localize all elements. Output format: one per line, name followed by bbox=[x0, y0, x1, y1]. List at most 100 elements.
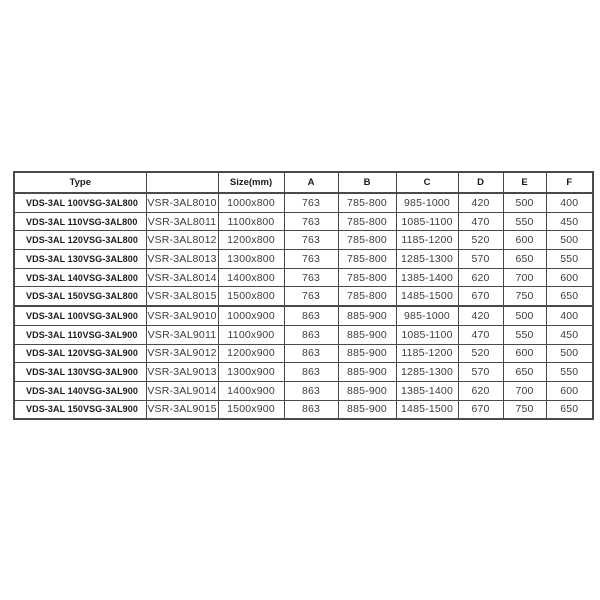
type-labels: VDS-3AL 130 VSG-3AL900 bbox=[15, 367, 145, 378]
header-dim-d: D bbox=[457, 171, 504, 194]
vsg-model-label: VSG-3AL800 bbox=[82, 197, 138, 208]
cell-dim-d: 670 bbox=[457, 286, 504, 307]
cell-dim-c: 1385-1400 bbox=[395, 380, 459, 401]
cell-dim-c: 1485-1500 bbox=[395, 399, 459, 420]
table-row: VDS-3AL 110 VSG-3AL900 VSR-3AL9011 1100x900… bbox=[13, 324, 594, 345]
vds-model-label: VDS-3AL 130 bbox=[26, 367, 83, 378]
table-row: VDS-3AL 140 VSG-3AL900 VSR-3AL9014 1400x900… bbox=[13, 380, 594, 401]
cell-size: 1200x900 bbox=[217, 343, 285, 364]
header-model bbox=[145, 171, 219, 194]
cell-model-vsr: VSR-3AL8014 bbox=[145, 267, 219, 288]
cell-type: VDS-3AL 120 VSG-3AL800 bbox=[13, 230, 147, 251]
cell-dim-d: 520 bbox=[457, 343, 504, 364]
cell-dim-a: 863 bbox=[283, 324, 339, 345]
cell-model-vsr: VSR-3AL9010 bbox=[145, 305, 219, 326]
cell-model-vsr: VSR-3AL8013 bbox=[145, 249, 219, 269]
cell-dim-d: 420 bbox=[457, 192, 504, 213]
cell-dim-d: 620 bbox=[457, 267, 504, 288]
cell-dim-a: 763 bbox=[283, 192, 339, 213]
cell-dim-f: 400 bbox=[545, 192, 594, 213]
cell-dim-e: 500 bbox=[502, 192, 547, 213]
cell-dim-e: 650 bbox=[502, 362, 547, 382]
header-dim-c: C bbox=[395, 171, 459, 194]
vds-model-label: VDS-3AL 150 bbox=[26, 291, 83, 302]
cell-type: VDS-3AL 150 VSG-3AL800 bbox=[13, 286, 147, 307]
cell-dim-b: 885-900 bbox=[337, 380, 397, 401]
cell-size: 1400x800 bbox=[217, 267, 285, 288]
cell-dim-e: 600 bbox=[502, 230, 547, 251]
cell-dim-e: 500 bbox=[502, 305, 547, 326]
type-labels: VDS-3AL 120 VSG-3AL900 bbox=[15, 348, 145, 359]
header-dim-f: F bbox=[545, 171, 594, 194]
cell-dim-f: 600 bbox=[545, 380, 594, 401]
cell-size: 1300x900 bbox=[217, 362, 285, 382]
vsg-model-label: VSG-3AL900 bbox=[82, 367, 138, 378]
cell-dim-e: 650 bbox=[502, 249, 547, 269]
table-row: VDS-3AL 120 VSG-3AL900 VSR-3AL9012 1200x900… bbox=[13, 343, 594, 364]
vsg-model-label: VSG-3AL900 bbox=[82, 385, 138, 396]
cell-model-vsr: VSR-3AL9015 bbox=[145, 399, 219, 420]
vsg-model-label: VSG-3AL800 bbox=[82, 235, 138, 246]
vsg-model-label: VSG-3AL800 bbox=[82, 253, 138, 264]
cell-dim-c: 1085-1100 bbox=[395, 211, 459, 232]
cell-dim-a: 763 bbox=[283, 286, 339, 307]
type-labels: VDS-3AL 150 VSG-3AL800 bbox=[15, 291, 145, 302]
cell-dim-a: 863 bbox=[283, 305, 339, 326]
vsg-model-label: VSG-3AL900 bbox=[82, 329, 138, 340]
cell-dim-f: 600 bbox=[545, 267, 594, 288]
cell-dim-b: 785-800 bbox=[337, 230, 397, 251]
vsg-model-label: VSG-3AL800 bbox=[82, 216, 138, 227]
cell-model-vsr: VSR-3AL8010 bbox=[145, 192, 219, 213]
vds-model-label: VDS-3AL 100 bbox=[26, 197, 83, 208]
cell-dim-b: 785-800 bbox=[337, 192, 397, 213]
cell-type: VDS-3AL 100 VSG-3AL900 bbox=[13, 305, 147, 326]
cell-dim-d: 570 bbox=[457, 362, 504, 382]
cell-dim-d: 570 bbox=[457, 249, 504, 269]
cell-dim-f: 500 bbox=[545, 343, 594, 364]
cell-size: 1100x800 bbox=[217, 211, 285, 232]
header-row: Type Size(mm) A B C D E F bbox=[13, 171, 594, 194]
header-dim-e: E bbox=[502, 171, 547, 194]
cell-type: VDS-3AL 110 VSG-3AL800 bbox=[13, 211, 147, 232]
header-dim-a: A bbox=[283, 171, 339, 194]
cell-dim-b: 785-800 bbox=[337, 211, 397, 232]
vds-model-label: VDS-3AL 110 bbox=[26, 216, 83, 227]
cell-size: 1100x900 bbox=[217, 324, 285, 345]
cell-dim-e: 700 bbox=[502, 380, 547, 401]
spec-table: Type Size(mm) A B C D E F VDS-3AL 100 VSG… bbox=[13, 171, 594, 421]
cell-size: 1300x800 bbox=[217, 249, 285, 269]
cell-type: VDS-3AL 100 VSG-3AL800 bbox=[13, 192, 147, 213]
table-row: VDS-3AL 100 VSG-3AL900 VSR-3AL9010 1000x900… bbox=[13, 305, 594, 326]
type-labels: VDS-3AL 100 VSG-3AL900 bbox=[15, 311, 145, 321]
cell-dim-a: 763 bbox=[283, 230, 339, 251]
header-type: Type bbox=[13, 171, 147, 194]
vds-model-label: VDS-3AL 120 bbox=[26, 235, 83, 246]
vsg-model-label: VSG-3AL900 bbox=[82, 348, 138, 359]
type-labels: VDS-3AL 140 VSG-3AL800 bbox=[15, 272, 145, 283]
vsg-model-label: VSG-3AL900 bbox=[82, 404, 138, 415]
cell-dim-c: 1385-1400 bbox=[395, 267, 459, 288]
cell-size: 1500x800 bbox=[217, 286, 285, 307]
table-row: VDS-3AL 150 VSG-3AL900 VSR-3AL9015 1500x900… bbox=[13, 399, 594, 420]
cell-dim-b: 885-900 bbox=[337, 324, 397, 345]
cell-dim-c: 1185-1200 bbox=[395, 343, 459, 364]
vds-model-label: VDS-3AL 140 bbox=[26, 272, 83, 283]
table-row: VDS-3AL 130 VSG-3AL900 VSR-3AL9013 1300x900… bbox=[13, 362, 594, 382]
cell-type: VDS-3AL 140 VSG-3AL800 bbox=[13, 267, 147, 288]
type-labels: VDS-3AL 150 VSG-3AL900 bbox=[15, 404, 145, 415]
cell-dim-d: 420 bbox=[457, 305, 504, 326]
cell-dim-e: 750 bbox=[502, 286, 547, 307]
vds-model-label: VDS-3AL 110 bbox=[26, 329, 83, 340]
type-labels: VDS-3AL 110 VSG-3AL900 bbox=[15, 329, 145, 340]
type-labels: VDS-3AL 100 VSG-3AL800 bbox=[15, 197, 145, 208]
cell-dim-e: 550 bbox=[502, 211, 547, 232]
cell-dim-a: 863 bbox=[283, 362, 339, 382]
cell-dim-d: 470 bbox=[457, 324, 504, 345]
cell-dim-c: 1285-1300 bbox=[395, 249, 459, 269]
cell-dim-f: 550 bbox=[545, 362, 594, 382]
cell-dim-d: 520 bbox=[457, 230, 504, 251]
cell-model-vsr: VSR-3AL8015 bbox=[145, 286, 219, 307]
table-row: VDS-3AL 110 VSG-3AL800 VSR-3AL8011 1100x800… bbox=[13, 211, 594, 232]
cell-dim-c: 985-1000 bbox=[395, 305, 459, 326]
